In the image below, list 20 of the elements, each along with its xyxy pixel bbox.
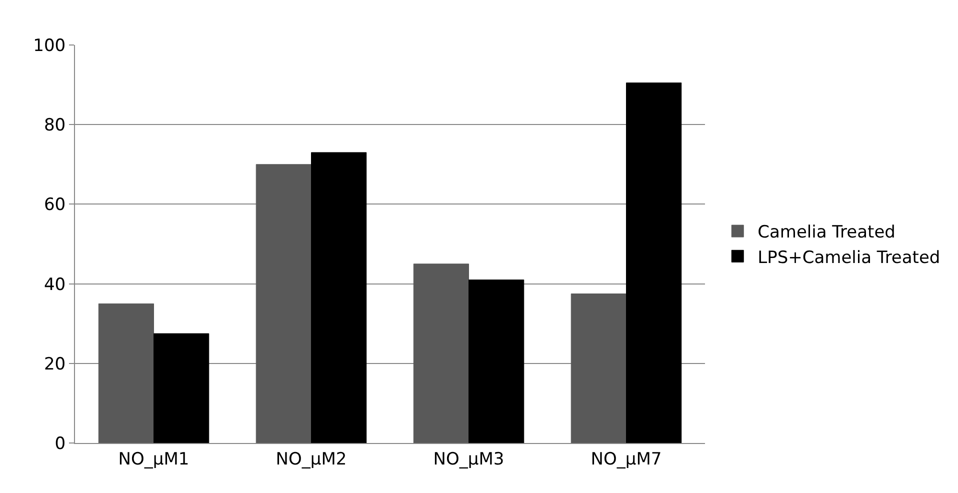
x-tick-label: NO_µM7 (590, 449, 662, 470)
x-tick-label: NO_µM1 (118, 449, 190, 470)
legend-label: LPS+Camelia Treated (758, 248, 940, 268)
bar (311, 152, 367, 443)
x-tick-label: NO_µM2 (276, 449, 347, 470)
y-tick-label: 100 (33, 36, 66, 56)
bar (468, 280, 524, 443)
y-tick-label: 0 (54, 434, 66, 454)
bar (256, 164, 312, 443)
bar (626, 82, 682, 443)
bar (570, 294, 626, 443)
x-tick-label: NO_µM3 (433, 449, 504, 470)
y-tick-label: 40 (44, 274, 66, 295)
bar (413, 264, 469, 443)
bar (154, 333, 210, 443)
bar (98, 303, 154, 443)
y-tick-label: 80 (44, 116, 66, 136)
y-tick-label: 60 (44, 195, 66, 216)
legend-label: Camelia Treated (758, 222, 896, 243)
y-tick-label: 20 (44, 354, 66, 374)
